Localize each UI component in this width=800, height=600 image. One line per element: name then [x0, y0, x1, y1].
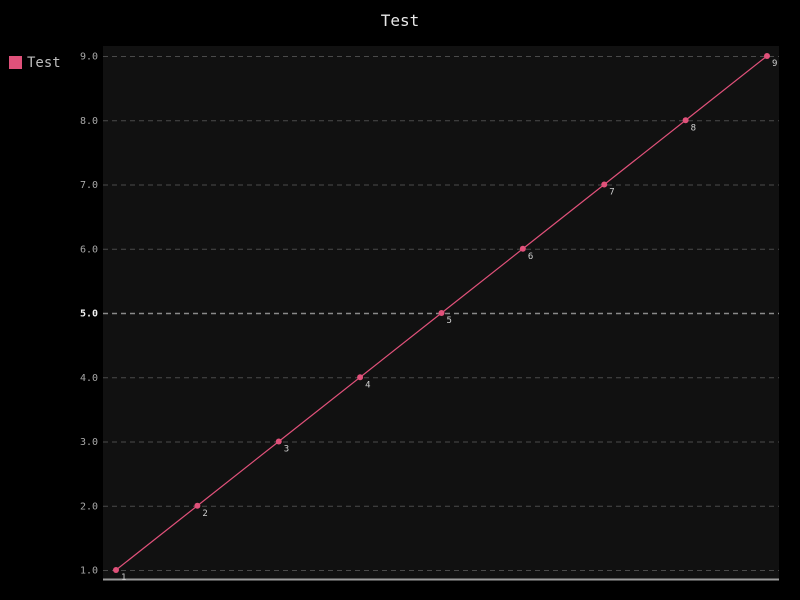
data-label-7: 7 [609, 188, 614, 198]
data-label-5: 5 [447, 316, 452, 326]
data-point-8 [682, 117, 689, 124]
data-point-7 [601, 181, 608, 188]
data-label-1: 1 [121, 573, 126, 583]
y-tick-label: 7.0 [80, 180, 98, 191]
chart-title: Test [381, 11, 420, 30]
y-tick-label: 4.0 [80, 373, 98, 384]
data-label-6: 6 [528, 252, 533, 262]
y-tick-label: 9.0 [80, 52, 98, 63]
data-point-2 [194, 502, 201, 509]
data-point-3 [275, 438, 282, 445]
legend-swatch-test [9, 56, 22, 69]
y-tick-label: 8.0 [80, 116, 98, 127]
y-tick-label: 2.0 [80, 501, 98, 512]
y-tick-label: 3.0 [80, 437, 98, 448]
data-point-9 [764, 53, 770, 59]
y-axis-ticks: 1.0 2.0 3.0 4.0 5.0 6.0 7.0 8.0 9.0 [80, 52, 98, 577]
y-tick-label: 6.0 [80, 244, 98, 255]
y-tick-label: 1.0 [80, 566, 98, 577]
data-label-9: 9 [772, 59, 777, 69]
y-tick-label: 5.0 [80, 309, 98, 320]
data-point-4 [357, 374, 364, 381]
data-labels: 1 2 3 4 5 6 7 8 9 [121, 59, 777, 583]
data-label-3: 3 [284, 445, 289, 455]
data-point-1 [113, 567, 119, 573]
data-point-5 [438, 310, 445, 316]
legend: Test [9, 55, 61, 71]
data-label-2: 2 [202, 509, 207, 519]
legend-label-test: Test [27, 55, 61, 71]
series-test [113, 53, 770, 573]
data-label-8: 8 [691, 123, 696, 133]
data-label-4: 4 [365, 380, 370, 390]
data-point-6 [519, 245, 526, 252]
